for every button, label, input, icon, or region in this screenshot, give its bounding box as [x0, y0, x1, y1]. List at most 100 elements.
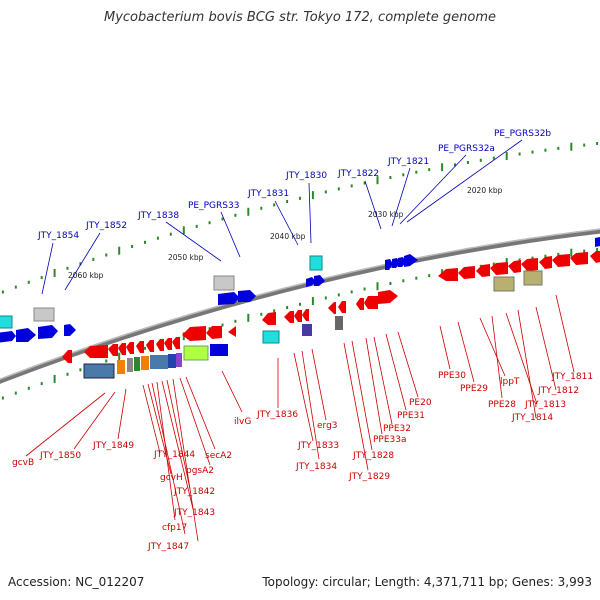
gene-label-bottom: pgsA2 — [186, 466, 214, 476]
kbp-tick — [350, 290, 353, 294]
kbp-tick — [570, 248, 573, 257]
kbp-tick — [105, 359, 108, 363]
gene-label-top: PE_PGRS33 — [188, 201, 239, 211]
kbp-label: 2030 kbp — [368, 210, 404, 219]
gene-label-bottom: PPE28 — [488, 400, 516, 410]
kbp-tick — [363, 181, 366, 185]
gene-label-top: JTY_1852 — [85, 221, 127, 231]
accession-text: Accession: NC_012207 — [8, 575, 145, 589]
kbp-tick — [156, 236, 159, 240]
kbp-tick — [14, 391, 17, 395]
kbp-tick — [544, 148, 547, 152]
kbp-tick — [531, 150, 534, 154]
kbp-tick — [247, 313, 250, 322]
gene-label-bottom: lppT — [500, 377, 520, 387]
kbp-tick — [557, 146, 560, 150]
genome-backbone — [0, 228, 600, 384]
gene-label-bottom: gcvB — [12, 458, 34, 468]
kbp-tick — [40, 382, 43, 386]
kbp-tick — [299, 302, 301, 306]
map-title: Mycobacterium bovis BCG str. Tokyo 172, … — [104, 10, 496, 25]
gene-label-bottom: JTY_1834 — [295, 462, 337, 472]
kbp-tick — [53, 374, 56, 383]
kbp-tick — [518, 258, 521, 262]
kbp-tick — [583, 143, 586, 147]
gene-label-bottom: JTY_1842 — [173, 487, 215, 497]
gene-label-bottom: JTY_1836 — [256, 410, 298, 420]
gene-label-bottom: JTY_1811 — [551, 372, 593, 382]
kbp-tick — [596, 142, 599, 145]
gene-label-top: PE_PGRS32a — [438, 144, 495, 154]
kbp-label: 2040 kbp — [270, 232, 306, 241]
gene-label-top: JTY_1821 — [387, 157, 429, 167]
kbp-tick — [544, 254, 547, 258]
kbp-tick — [260, 206, 263, 210]
kbp-tick — [27, 386, 30, 390]
kbp-tick — [144, 346, 146, 350]
kbp-tick — [466, 161, 469, 164]
kbp-tick — [273, 203, 276, 207]
gene-label-bottom: JTY_1849 — [92, 441, 134, 451]
kbp-tick — [454, 163, 456, 167]
bottom-labels: gcvB JTY_1850 JTY_1849 JTY_1844 gcvH pgs… — [12, 294, 593, 552]
gene-label-bottom: JTY_1847 — [147, 542, 189, 552]
gene-label-bottom: PPE33a — [373, 435, 407, 445]
gene-label-bottom: JTY_1829 — [348, 472, 390, 482]
kbp-tick — [389, 176, 392, 179]
kbp-tick — [492, 262, 495, 266]
kbp-tick — [40, 276, 43, 280]
kbp-tick — [208, 221, 211, 225]
gene-label-bottom: JTY_1828 — [352, 451, 394, 461]
kbp-tick — [428, 274, 431, 278]
gene-label-bottom: ilvG — [234, 417, 251, 427]
gene-label-bottom: gcvH — [160, 473, 183, 483]
kbp-tick — [27, 280, 30, 284]
kbp-tick — [492, 156, 495, 160]
kbp-tick — [195, 224, 198, 228]
kbp-tick — [324, 296, 327, 300]
kbp-tick — [337, 187, 340, 191]
kbp-tick — [221, 217, 224, 221]
gene-label-bottom: PE20 — [409, 398, 432, 408]
gene-label-bottom: JTY_1843 — [173, 508, 215, 518]
genome-summary-text: Topology: circular; Length: 4,371,711 bp… — [262, 575, 592, 589]
kbp-tick — [311, 191, 314, 200]
kbp-tick — [286, 306, 289, 309]
kbp-tick — [273, 309, 276, 313]
kbp-tick — [221, 323, 224, 327]
kbp-tick — [53, 268, 56, 277]
kbp-tick — [324, 190, 327, 194]
kbp-ticks-outer — [1, 142, 599, 294]
kbp-tick — [583, 249, 586, 253]
kbp-tick — [557, 252, 560, 256]
gene-label-bottom: JTY_1813 — [524, 400, 566, 410]
kbp-tick — [518, 152, 521, 156]
kbp-tick — [415, 170, 418, 174]
kbp-tick — [402, 279, 405, 283]
kbp-tick — [505, 152, 508, 160]
gene-label-bottom: secA2 — [205, 451, 232, 461]
kbp-tick — [169, 232, 172, 236]
kbp-tick — [415, 276, 418, 280]
kbp-tick — [363, 287, 366, 291]
kbp-tick — [118, 246, 121, 255]
kbp-tick — [66, 372, 69, 376]
kbp-label: 2060 kbp — [68, 271, 104, 280]
gene-label-top: JTY_1831 — [247, 189, 289, 199]
kbp-tick — [247, 207, 250, 216]
kbp-tick — [105, 253, 108, 257]
kbp-tick — [66, 266, 69, 270]
kbp-tick — [260, 312, 263, 316]
gene-label-bottom: PPE29 — [460, 384, 488, 394]
kbp-tick — [79, 262, 82, 266]
gene-label-top: PE_PGRS32b — [494, 129, 551, 139]
gene-label-top: JTY_1822 — [337, 169, 379, 179]
gene-label-bottom: erg3 — [317, 421, 338, 431]
kbp-label: 2050 kbp — [168, 253, 204, 262]
features-outer — [0, 237, 600, 343]
kbp-tick — [479, 158, 482, 162]
gene-label-top: JTY_1830 — [285, 171, 327, 181]
kbp-tick — [376, 176, 379, 185]
gene-label-bottom: JTY_1833 — [297, 441, 339, 451]
gene-label-bottom: JTY_1850 — [39, 451, 81, 461]
